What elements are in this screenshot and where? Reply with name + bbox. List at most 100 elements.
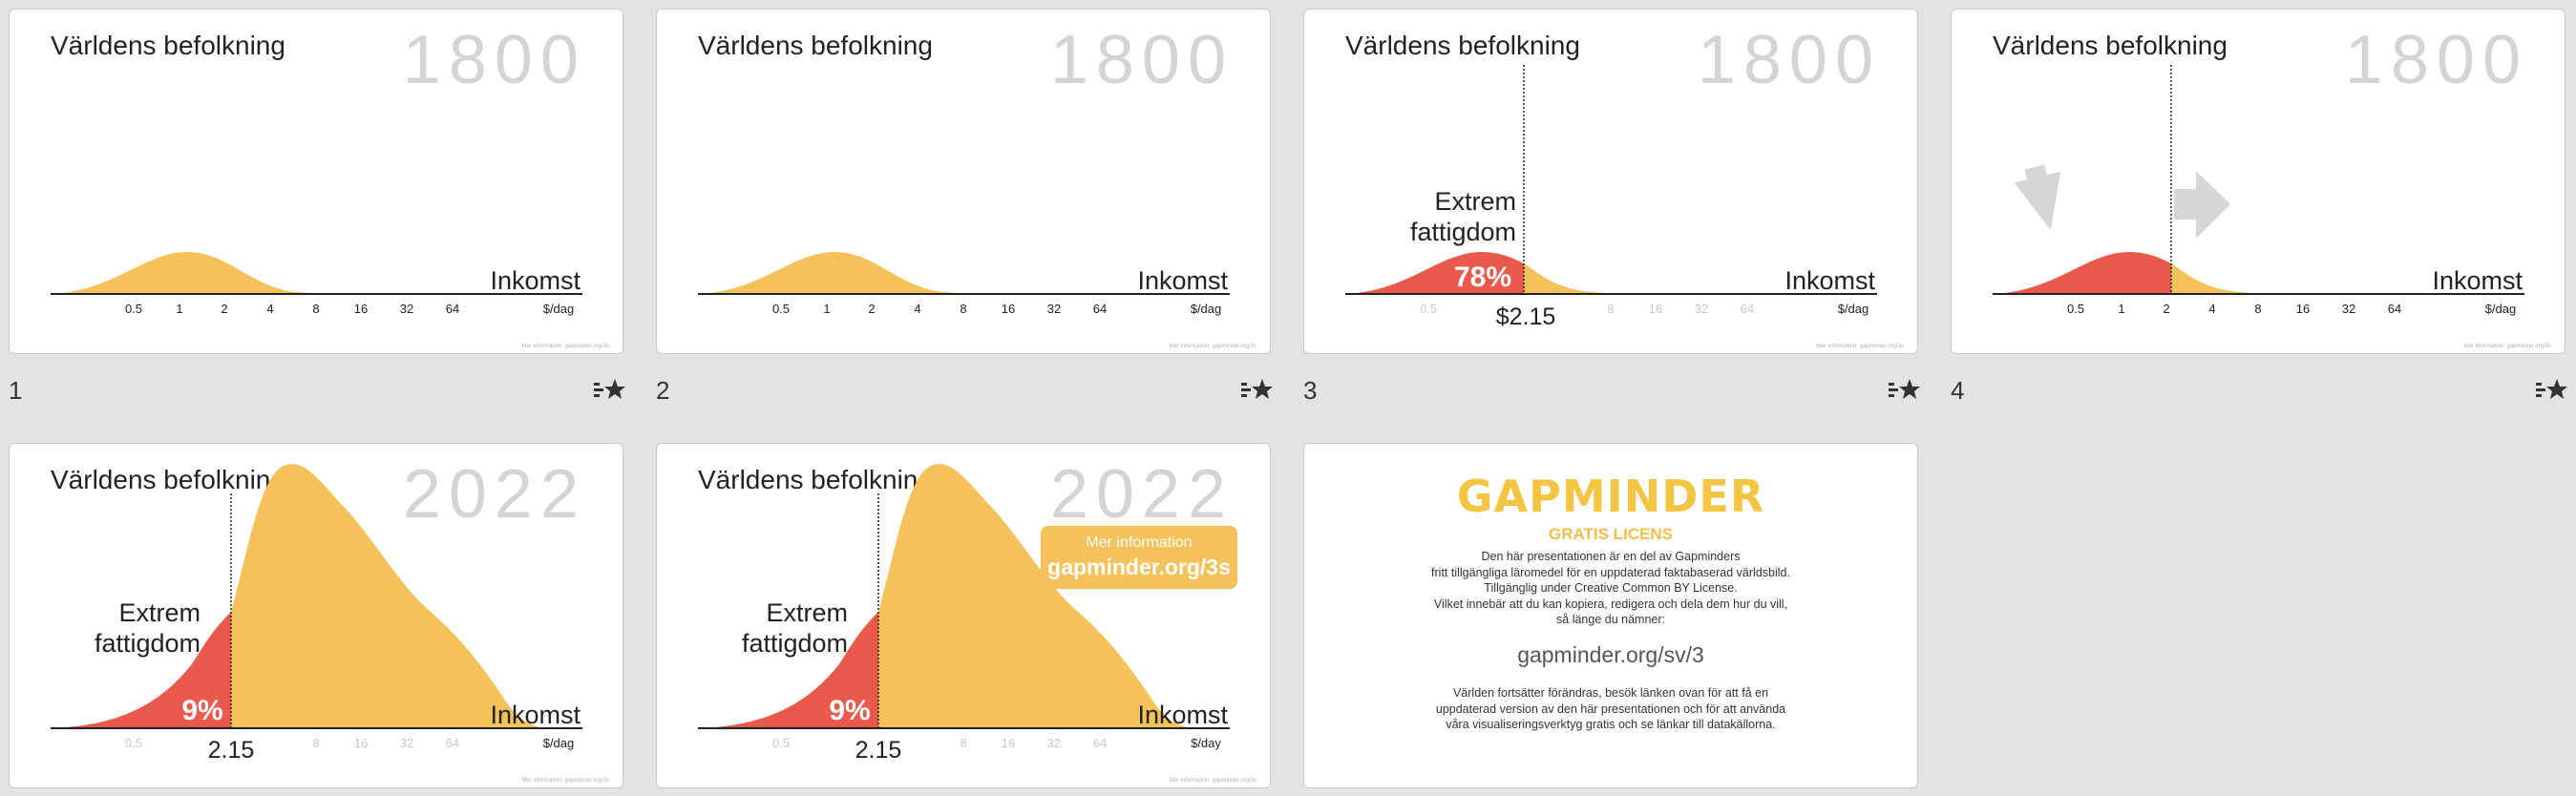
license-link[interactable]: gapminder.org/sv/3 [1517,642,1704,667]
poverty-label: fattigdom [742,629,848,658]
income-distribution-chart: Inkomst 0.5 1 2 4 8 16 32 64 $/dag [51,252,582,316]
license-title: GRATIS LICENS [1548,525,1674,543]
tick-label: 64 [1741,302,1754,316]
axis-label: Inkomst [1137,701,1228,729]
tick-label: 0.5 [772,736,790,750]
info-badge-link[interactable]: gapminder.org/3s [1047,555,1231,579]
poverty-label: Extrem [766,598,848,627]
slide-thumbnail-3[interactable]: Världens befolkning 1800 Inkomst Extrem … [1303,9,1918,354]
transition-star-icon[interactable] [593,377,627,404]
tick-label: 4 [266,302,273,316]
tick-label: 0.5 [1420,302,1437,316]
tick-label: 4 [914,302,920,316]
slide-footer: Mer information: gapminder.org/3s [1169,778,1256,784]
poverty-label: Extrem [1434,187,1516,216]
tick-label: 16 [354,302,368,316]
slide-thumbnail-7[interactable]: GAPMINDER GRATIS LICENS Den här presenta… [1303,443,1918,788]
tick-label: 64 [1093,736,1107,750]
tick-label: 0.5 [772,302,790,316]
slide-number-3: 3 [1303,376,1318,405]
slide-thumbnail-6[interactable]: Världens befolkning 2022 Inkomst Extrem … [656,443,1271,788]
slide-title: Världens befolkning [698,31,933,60]
license-text-line: våra visualiseringsverktyg gratis och se… [1446,718,1776,731]
transition-star-icon[interactable] [2535,377,2569,404]
income-curve [878,464,1192,728]
threshold-label: 2.15 [855,737,902,764]
tick-label: 1 [2118,302,2124,316]
slide-thumbnail-2[interactable]: Världens befolkning 1800 Inkomst 0.5 1 2… [656,9,1271,354]
axis-label: Inkomst [490,701,581,729]
slide-year: 2022 [402,456,586,533]
slide-thumbnail-1[interactable]: Världens befolkning 1800 Inkomst 0.5 1 2… [9,9,623,354]
poverty-area [1345,252,1524,294]
slide-number-4: 4 [1951,376,1965,405]
tick-label: 8 [2254,302,2261,316]
axis-label: Inkomst [1137,266,1228,295]
tick-label: 16 [1002,736,1015,750]
unit-label: $/dag [1838,302,1869,316]
license-text: Den här presentationen är en del av Gapm… [1304,549,1917,628]
license-text-2: Världen fortsätter förändras, besök länk… [1304,685,1917,733]
slide-footer: Mer information: gapminder.org/3s [521,344,609,349]
income-curve [1524,263,1619,294]
tick-label: 0.5 [2067,302,2084,316]
poverty-percentage: 78% [1454,262,1511,293]
slide-number-1: 1 [9,376,23,405]
unit-label: $/day [1191,736,1221,750]
axis-label: Inkomst [2432,266,2523,295]
tick-label: 8 [960,302,966,316]
slide-thumbnail-5[interactable]: Världens befolkning 2022 Inkomst Extrem … [9,443,623,788]
tick-label: 8 [312,736,319,750]
income-curve [51,252,325,294]
income-curve [2171,263,2267,294]
slide-title: Världens befolkning [1993,31,2228,60]
slide-footer: Mer information: gapminder.org/3s [2463,344,2551,349]
license-text-line: Världen fortsätter förändras, besök länk… [1452,686,1769,700]
axis-label: Inkomst [490,266,581,295]
poverty-percentage: 9% [829,695,870,726]
unit-label: $/dag [543,736,575,750]
tick-label: 32 [400,302,413,316]
income-distribution-chart: Inkomst 0.5 1 2 4 8 16 32 64 $/dag [1993,65,2524,316]
slide-footer: Mer information: gapminder.org/3s [1816,344,1904,349]
gapminder-logo: GAPMINDER [1456,471,1765,522]
unit-label: $/dag [2485,302,2517,316]
slide-year: 1800 [402,22,586,98]
info-badge-label: Mer information [1086,534,1193,551]
tick-label: 32 [2342,302,2355,316]
tick-label: 64 [446,736,459,750]
tick-label: 0.5 [125,302,142,316]
tick-label: 16 [1649,302,1662,316]
poverty-area [698,612,878,728]
threshold-label: 2.15 [208,737,255,764]
income-distribution-chart: Inkomst Extrem fattigdom 9% 2.15 0.5 8 1… [698,464,1230,764]
transition-star-icon[interactable] [1888,377,1922,404]
tick-label: 8 [960,736,966,750]
tick-label: 1 [823,302,830,316]
slide-year: 2022 [1049,456,1234,533]
slide-footer: Mer information: gapminder.org/3s [521,778,609,784]
slide-thumbnail-4[interactable]: Världens befolkning 1800 Inkomst 0.5 1 2… [1951,9,2565,354]
threshold-label: $2.15 [1496,304,1556,330]
tick-label: 32 [1695,302,1708,316]
more-info-badge[interactable]: Mer information gapminder.org/3s [1041,526,1237,589]
poverty-label: fattigdom [95,629,201,658]
unit-label: $/dag [1191,302,1222,316]
tick-label: 1 [176,302,182,316]
poverty-area [1993,252,2171,294]
poverty-label: Extrem [118,598,201,627]
license-text-line: uppdaterad version av den här presentati… [1435,702,1786,716]
tick-label: 32 [400,736,413,750]
slide-footer: Mer information: gapminder.org/3s [1169,344,1256,349]
tick-label: 4 [2208,302,2215,316]
income-distribution-chart: Inkomst Extrem fattigdom 78% $2.15 0.5 8… [1345,65,1877,330]
tick-label: 64 [446,302,459,316]
transition-star-icon[interactable] [1240,377,1275,404]
slide-year: 1800 [1049,22,1234,98]
tick-label: 2 [868,302,875,316]
tick-label: 8 [312,302,319,316]
license-text-line: Tillgänglig under Creative Common BY Lic… [1484,581,1738,595]
down-arrow-icon [2014,164,2061,230]
slide-year: 1800 [1697,22,1881,98]
tick-label: 8 [1607,302,1614,316]
